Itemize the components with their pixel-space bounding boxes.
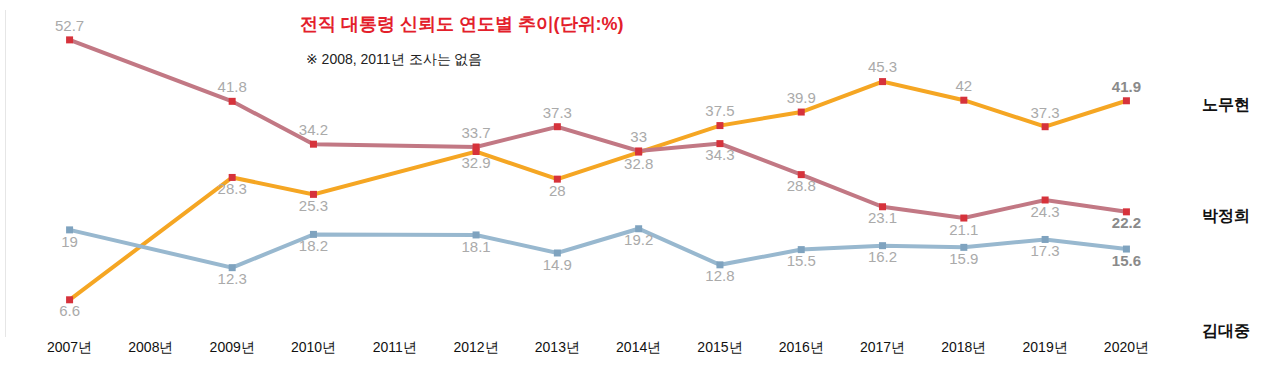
svg-text:전직 대통령 신뢰도 연도별 추이(단위:%): 전직 대통령 신뢰도 연도별 추이(단위:%) xyxy=(300,14,624,34)
svg-text:32.9: 32.9 xyxy=(461,154,490,171)
svg-text:25.3: 25.3 xyxy=(299,197,328,214)
svg-text:2007년: 2007년 xyxy=(47,339,92,355)
svg-text:28.3: 28.3 xyxy=(218,180,247,197)
svg-text:52.7: 52.7 xyxy=(55,17,84,34)
svg-text:2014년: 2014년 xyxy=(616,339,661,355)
svg-text:2019년: 2019년 xyxy=(1023,339,1068,355)
svg-text:2009년: 2009년 xyxy=(210,339,255,355)
svg-text:37.3: 37.3 xyxy=(543,104,572,121)
svg-text:37.5: 37.5 xyxy=(705,102,734,119)
svg-text:19.2: 19.2 xyxy=(624,231,653,248)
svg-text:41.8: 41.8 xyxy=(218,78,247,95)
svg-text:6.6: 6.6 xyxy=(59,302,80,319)
svg-text:34.3: 34.3 xyxy=(705,146,734,163)
svg-text:12.8: 12.8 xyxy=(705,267,734,284)
svg-text:12.3: 12.3 xyxy=(218,270,247,287)
svg-text:김대중: 김대중 xyxy=(1202,322,1250,339)
svg-text:16.2: 16.2 xyxy=(868,248,897,265)
svg-text:노무현: 노무현 xyxy=(1202,96,1250,113)
svg-text:24.3: 24.3 xyxy=(1031,203,1060,220)
svg-text:2013년: 2013년 xyxy=(535,339,580,355)
svg-text:34.2: 34.2 xyxy=(299,121,328,138)
svg-text:2018년: 2018년 xyxy=(941,339,986,355)
svg-text:39.9: 39.9 xyxy=(787,89,816,106)
svg-text:22.2: 22.2 xyxy=(1112,214,1141,231)
svg-text:33: 33 xyxy=(630,128,647,145)
svg-text:15.6: 15.6 xyxy=(1112,252,1141,269)
svg-text:2016년: 2016년 xyxy=(779,339,824,355)
svg-text:17.3: 17.3 xyxy=(1031,242,1060,259)
svg-text:박정희: 박정희 xyxy=(1202,207,1250,224)
svg-text:2015년: 2015년 xyxy=(697,339,742,355)
svg-text:2010년: 2010년 xyxy=(291,339,336,355)
svg-text:2008년: 2008년 xyxy=(128,339,173,355)
svg-text:2020년: 2020년 xyxy=(1104,339,1149,355)
svg-text:21.1: 21.1 xyxy=(949,221,978,238)
svg-text:41.9: 41.9 xyxy=(1112,78,1141,95)
svg-text:※ 2008, 2011년 조사는 없음: ※ 2008, 2011년 조사는 없음 xyxy=(306,51,482,67)
svg-text:2011년: 2011년 xyxy=(373,339,417,355)
svg-text:18.2: 18.2 xyxy=(299,237,328,254)
svg-text:15.9: 15.9 xyxy=(949,250,978,267)
svg-text:37.3: 37.3 xyxy=(1031,104,1060,121)
svg-text:18.1: 18.1 xyxy=(461,238,490,255)
svg-text:14.9: 14.9 xyxy=(543,256,572,273)
svg-text:45.3: 45.3 xyxy=(868,58,897,75)
svg-text:32.8: 32.8 xyxy=(624,155,653,172)
svg-text:19: 19 xyxy=(61,233,78,250)
svg-text:28.8: 28.8 xyxy=(787,177,816,194)
svg-text:2017년: 2017년 xyxy=(860,339,905,355)
svg-text:15.5: 15.5 xyxy=(787,252,816,269)
svg-text:33.7: 33.7 xyxy=(461,124,490,141)
svg-text:28: 28 xyxy=(549,182,566,199)
svg-text:23.1: 23.1 xyxy=(868,209,897,226)
svg-text:2012년: 2012년 xyxy=(453,339,498,355)
svg-text:42: 42 xyxy=(955,77,972,94)
